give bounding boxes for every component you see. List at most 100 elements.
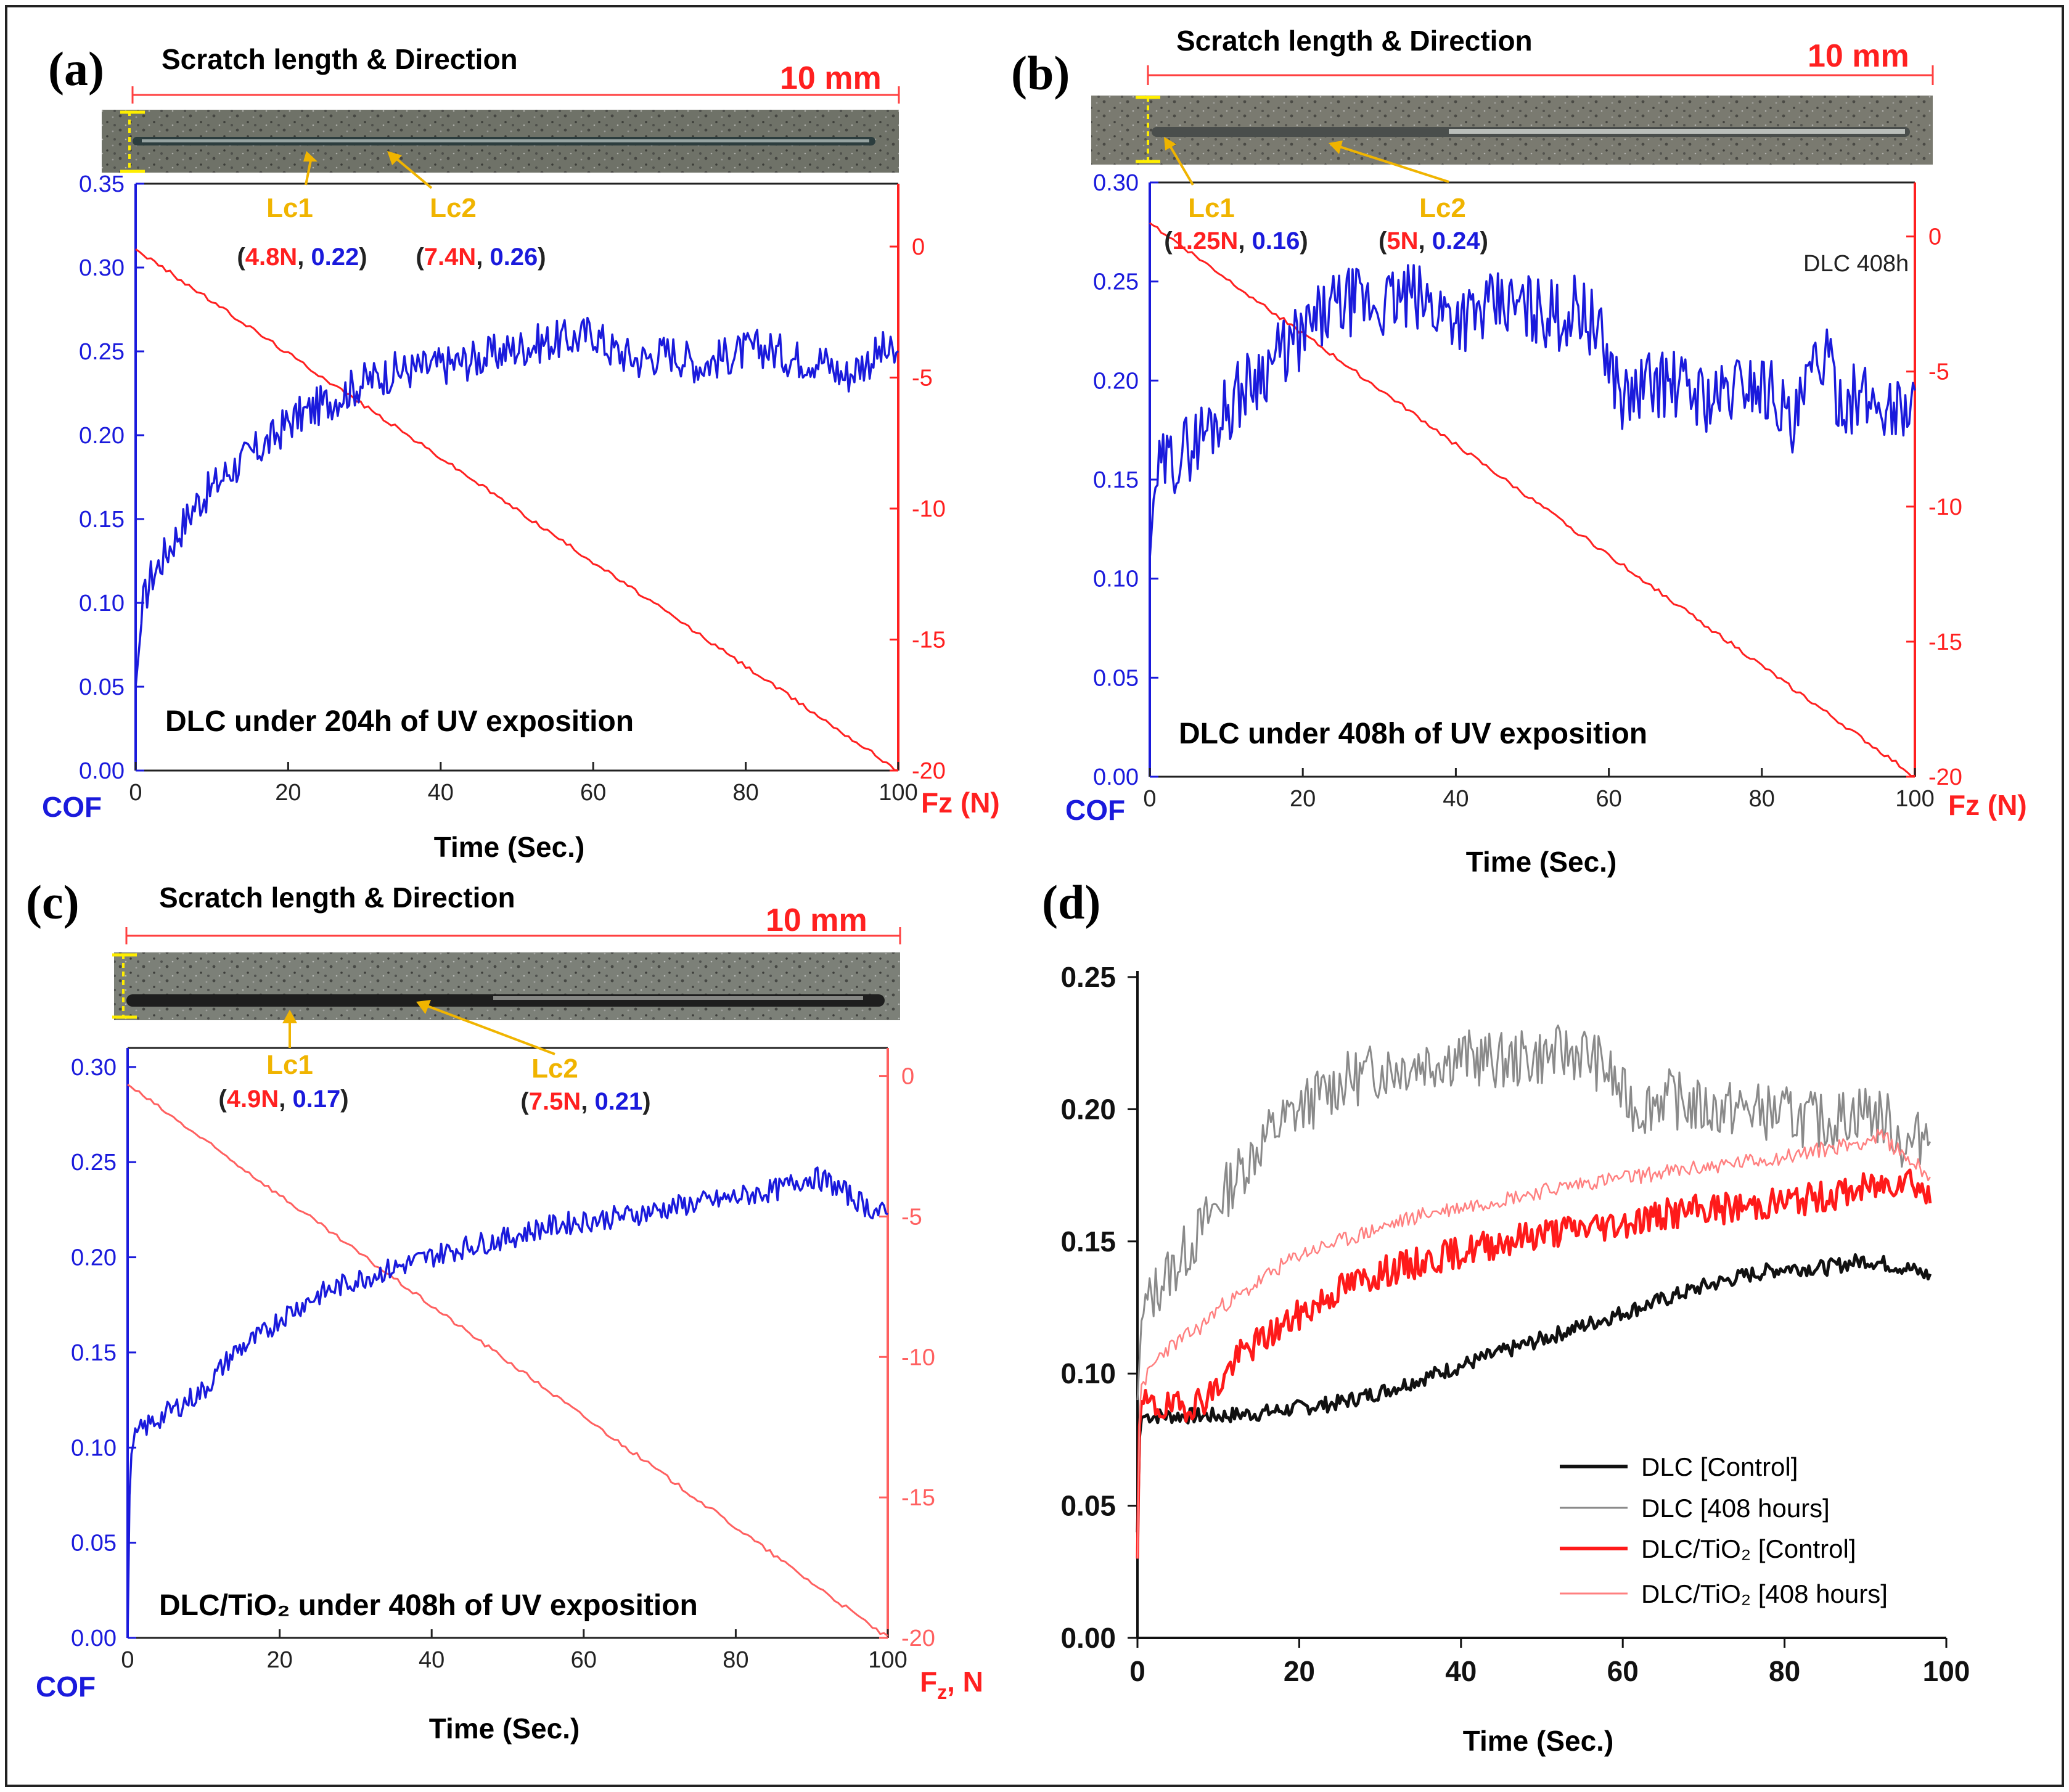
scale-label-a: 10 mm <box>780 60 882 96</box>
x-tick-label: 20 <box>1290 786 1316 812</box>
y-right-tick-label: 0 <box>901 1064 914 1090</box>
y-right-tick-label: -20 <box>901 1626 935 1651</box>
y-left-tick-label: 0.00 <box>79 758 125 784</box>
y-left-tick-label: 0.10 <box>71 1435 117 1461</box>
ylabel-left-c: COF <box>36 1671 96 1703</box>
ylabel-right-c: Fz, N <box>920 1666 983 1703</box>
lc-arrow <box>424 1004 555 1055</box>
xlabel-d: Time (Sec.) <box>1463 1725 1614 1757</box>
y-left-tick-label: 0.30 <box>71 1055 117 1081</box>
panel-label-a: (a) <box>48 42 104 96</box>
legend-label-tio2-control: DLC/TiO₂ [Control] <box>1641 1534 1856 1563</box>
lc-value: (4.8N, 0.22) <box>237 243 367 271</box>
y-left-tick-label: 0.15 <box>71 1340 117 1366</box>
series-line-1 <box>1136 1253 1932 1532</box>
legend-label-dlc-control: DLC [Control] <box>1641 1452 1798 1481</box>
x-tick-label: 80 <box>732 780 758 806</box>
lc-arrow <box>1337 145 1449 183</box>
xlabel-a: Time (Sec.) <box>434 831 585 863</box>
y-left-tick-label: 0.15 <box>1093 467 1139 493</box>
y-right-tick-label: -5 <box>1928 359 1949 385</box>
lc-arrowhead <box>387 151 402 165</box>
series-line-2 <box>1136 1025 1932 1401</box>
y-right-tick-label: -10 <box>912 496 946 522</box>
x-tick-label: 20 <box>1284 1655 1315 1687</box>
force-series-line <box>127 1083 888 1637</box>
lc-label: Lc1 <box>1188 193 1235 223</box>
y-tick-label: 0.20 <box>1060 1093 1116 1125</box>
x-tick-label: 40 <box>1445 1655 1477 1687</box>
chart-a: 0 20 40 60 80 100 0.00 0.05 0.10 0.15 0.20 0.25 0.30… <box>79 151 946 806</box>
y-left-tick-label: 0.20 <box>79 423 125 449</box>
lc-value: (7.5N, 0.21) <box>520 1088 650 1115</box>
y-right-tick-label: -15 <box>912 628 946 653</box>
cof-series-line <box>1149 264 1916 559</box>
note-b: DLC 408h <box>1803 251 1909 277</box>
y-left-tick-label: 0.00 <box>71 1626 117 1651</box>
scratch-image-c <box>112 927 901 1020</box>
lc-arrowhead <box>416 1000 431 1014</box>
chart-b: 0 20 40 60 80 100 0.00 0.05 0.10 0.15 0.20 0.25 0.30… <box>1093 137 1962 812</box>
y-left-tick-label: 0.00 <box>1093 764 1139 790</box>
force-series-line <box>1149 222 1915 777</box>
x-tick-label: 60 <box>580 780 606 806</box>
legend-label-tio2-408: DLC/TiO₂ [408 hours] <box>1641 1579 1888 1608</box>
lc-arrowhead <box>1329 141 1343 154</box>
x-tick-label: 20 <box>266 1647 292 1673</box>
x-tick-label: 80 <box>723 1647 748 1673</box>
x-tick-label: 0 <box>121 1647 134 1673</box>
lc-arrow <box>393 156 433 189</box>
y-right-tick-label: -15 <box>1928 629 1962 655</box>
y-tick-label: 0.00 <box>1060 1622 1116 1654</box>
y-right-tick-label: -20 <box>912 758 946 784</box>
lc-arrow <box>1167 142 1194 186</box>
lc-arrowhead <box>282 1010 297 1023</box>
y-left-tick-label: 0.20 <box>71 1245 117 1271</box>
y-left-tick-label: 0.30 <box>79 255 125 281</box>
x-tick-label: 80 <box>1749 786 1775 812</box>
lc-label: Lc2 <box>531 1054 578 1084</box>
lc-label: Lc1 <box>266 1050 313 1080</box>
x-tick-label: 100 <box>1923 1655 1970 1687</box>
lc-arrow <box>305 157 313 186</box>
x-tick-label: 80 <box>1769 1655 1800 1687</box>
x-tick-label: 20 <box>275 780 301 806</box>
x-tick-label: 40 <box>428 780 454 806</box>
y-right-tick-label: 0 <box>1928 224 1941 250</box>
panel-label-b: (b) <box>1011 46 1070 100</box>
y-left-tick-label: 0.05 <box>1093 665 1139 691</box>
y-tick-label: 0.10 <box>1060 1357 1116 1389</box>
x-tick-label: 100 <box>868 1647 907 1673</box>
x-tick-label: 0 <box>1129 1655 1145 1687</box>
xlabel-c: Time (Sec.) <box>429 1712 580 1745</box>
caption-a: DLC under 204h of UV exposition <box>165 705 634 738</box>
y-left-tick-label: 0.35 <box>79 171 125 197</box>
scale-label-c: 10 mm <box>766 902 867 938</box>
ylabel-right-a: Fz (N) <box>921 787 1000 819</box>
x-tick-label: 40 <box>1443 786 1469 812</box>
chart-d: 0 20 40 60 80 100 0.00 0.05 0.10 0.15 0.20 0.25 <box>1060 961 1970 1687</box>
panel-label-d: (d) <box>1042 875 1100 929</box>
y-right-tick-label: -15 <box>901 1485 935 1511</box>
x-tick-label: 60 <box>1596 786 1621 812</box>
caption-c: DLC/TiO₂ under 408h of UV exposition <box>159 1589 698 1622</box>
y-tick-label: 0.25 <box>1060 961 1116 993</box>
lc-value: (7.4N, 0.26) <box>416 243 546 271</box>
y-right-tick-label: -10 <box>1928 494 1962 520</box>
y-left-tick-label: 0.05 <box>79 674 125 700</box>
y-right-tick-label: -20 <box>1928 764 1962 790</box>
y-right-tick-label: -5 <box>901 1204 922 1230</box>
x-tick-label: 0 <box>1143 786 1156 812</box>
panel-label-c: (c) <box>26 875 80 929</box>
chart-c: 0 20 40 60 80 100 0.00 0.05 0.10 0.15 0.20 0.25 0.30… <box>71 1000 935 1673</box>
y-left-tick-label: 0.10 <box>1093 567 1139 592</box>
lc-arrowhead <box>1164 137 1176 150</box>
x-tick-label: 60 <box>571 1647 597 1673</box>
lc-value: (4.9N, 0.17) <box>218 1086 348 1113</box>
figure-border <box>5 5 2064 1787</box>
ylabel-left-a: COF <box>42 791 102 823</box>
cof-series-line <box>134 316 899 687</box>
y-right-tick-label: -10 <box>901 1344 935 1370</box>
y-tick-label: 0.05 <box>1060 1490 1116 1522</box>
